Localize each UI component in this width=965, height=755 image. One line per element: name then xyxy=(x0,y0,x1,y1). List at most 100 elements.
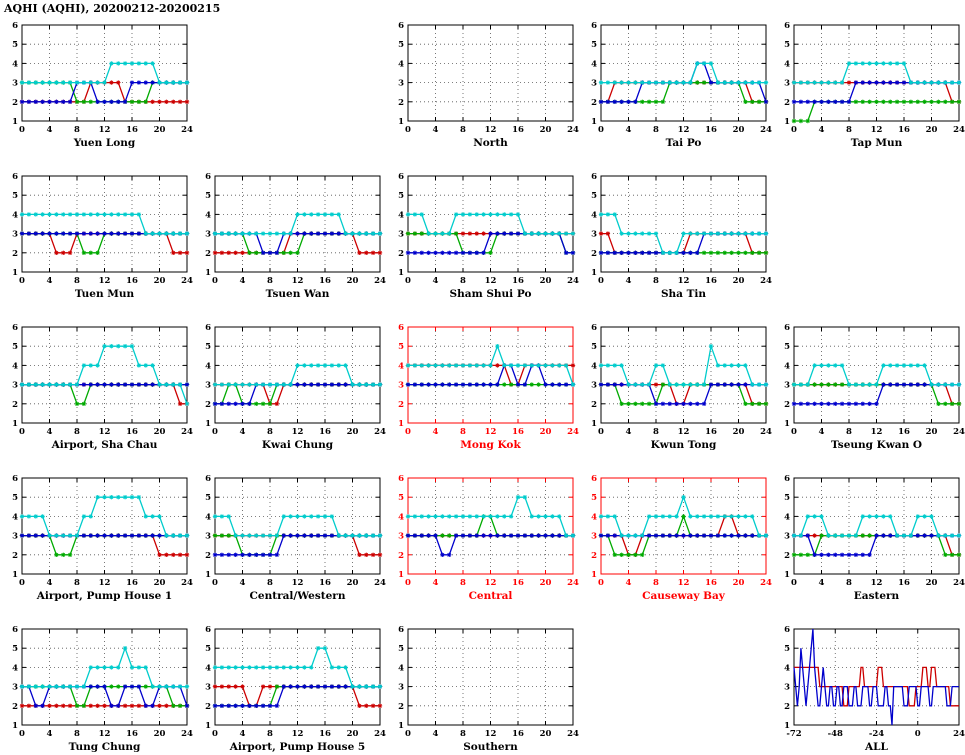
y-tick-label: 1 xyxy=(205,419,211,429)
x-tick-label: 20 xyxy=(926,427,938,437)
x-tick-label: 12 xyxy=(99,578,111,588)
chart-title: Yuen Long xyxy=(73,137,136,149)
chart-central: 0 4 8 12 16 20 24 1 2 3 4 5 6 Central xyxy=(386,453,579,604)
x-tick-label: 0 xyxy=(212,427,218,437)
x-tick-label: 24 xyxy=(181,578,193,588)
x-tick-label: 0 xyxy=(791,427,797,437)
x-tick-label: 16 xyxy=(705,276,717,286)
y-tick-label: 1 xyxy=(398,570,404,580)
x-tick-label: 20 xyxy=(733,578,745,588)
x-tick-label: 8 xyxy=(74,729,80,739)
x-tick-label: 8 xyxy=(460,729,466,739)
x-tick-label: 12 xyxy=(485,729,497,739)
y-tick-label: 1 xyxy=(205,268,211,278)
y-tick-label: 2 xyxy=(784,400,790,410)
x-tick-label: 12 xyxy=(485,427,497,437)
blue-series-markers xyxy=(791,533,962,557)
x-tick-label: 24 xyxy=(374,427,386,437)
x-tick-label: 4 xyxy=(47,578,53,588)
x-tick-label: 24 xyxy=(953,729,965,739)
y-tick-label: 2 xyxy=(12,400,18,410)
x-tick-label: 24 xyxy=(760,125,772,135)
x-tick-label: 4 xyxy=(433,578,439,588)
y-tick-label: 1 xyxy=(205,721,211,731)
chart-title: Airport, Pump House 5 xyxy=(229,741,365,753)
x-tick-label: 16 xyxy=(512,729,524,739)
y-tick-label: 6 xyxy=(784,21,790,31)
chart-title: North xyxy=(473,137,508,149)
x-tick-label: 4 xyxy=(433,125,439,135)
x-tick-label: 4 xyxy=(47,125,53,135)
chart-title: Airport, Sha Chau xyxy=(51,439,158,451)
x-tick-label: 8 xyxy=(267,427,273,437)
y-tick-label: 3 xyxy=(591,381,597,391)
x-tick-label: 16 xyxy=(705,578,717,588)
x-tick-label: 8 xyxy=(267,578,273,588)
cyan-series-markers xyxy=(598,212,769,255)
x-tick-label: 12 xyxy=(871,125,883,135)
y-tick-label: 2 xyxy=(12,98,18,108)
x-tick-label: 8 xyxy=(267,729,273,739)
y-tick-label: 2 xyxy=(784,551,790,561)
x-tick-label: 0 xyxy=(598,125,604,135)
page-title: AQHI (AQHI), 20200212-20200215 xyxy=(4,2,221,15)
y-tick-label: 3 xyxy=(591,79,597,89)
y-tick-label: 5 xyxy=(205,644,211,654)
x-tick-label: 4 xyxy=(47,427,53,437)
y-tick-label: 6 xyxy=(398,172,404,182)
y-tick-label: 5 xyxy=(398,40,404,50)
y-tick-label: 3 xyxy=(12,79,18,89)
x-tick-label: 0 xyxy=(19,125,25,135)
x-tick-label: 24 xyxy=(953,427,965,437)
y-tick-label: 1 xyxy=(12,117,18,127)
x-tick-label: 4 xyxy=(47,729,53,739)
x-tick-label: 12 xyxy=(678,427,690,437)
y-tick-label: 5 xyxy=(784,40,790,50)
x-tick-label: 20 xyxy=(540,578,552,588)
x-tick-label: 24 xyxy=(181,276,193,286)
x-tick-label: 20 xyxy=(540,427,552,437)
y-tick-label: 6 xyxy=(205,172,211,182)
x-tick-label: 20 xyxy=(347,276,359,286)
y-tick-label: 3 xyxy=(12,683,18,693)
y-tick-label: 3 xyxy=(398,230,404,240)
cyan-series-markers xyxy=(791,363,962,387)
x-tick-label: 16 xyxy=(126,729,138,739)
cyan-series-markers xyxy=(212,514,383,538)
y-tick-label: 6 xyxy=(398,474,404,484)
cyan-series-markers xyxy=(19,495,190,538)
x-tick-label: 24 xyxy=(567,125,579,135)
y-tick-label: 5 xyxy=(205,191,211,201)
chart-central-western: 0 4 8 12 16 20 24 1 2 3 4 5 6 Central/Western xyxy=(193,453,386,604)
cyan-series-markers xyxy=(212,646,383,689)
chart-title: ALL xyxy=(864,741,889,753)
y-tick-label: 4 xyxy=(398,210,404,220)
y-tick-label: 1 xyxy=(784,419,790,429)
y-tick-label: 2 xyxy=(591,551,597,561)
y-tick-label: 5 xyxy=(12,493,18,503)
y-tick-label: 3 xyxy=(784,532,790,542)
chart-title: Kwun Tong xyxy=(651,439,717,451)
x-tick-label: 4 xyxy=(240,276,246,286)
x-tick-label: 20 xyxy=(154,276,166,286)
cyan-series-markers xyxy=(19,344,190,406)
x-tick-label: 20 xyxy=(154,125,166,135)
x-tick-label: 12 xyxy=(99,125,111,135)
y-tick-label: 6 xyxy=(12,625,18,635)
y-tick-label: 6 xyxy=(784,474,790,484)
x-tick-label: 8 xyxy=(74,125,80,135)
x-tick-label: 16 xyxy=(705,125,717,135)
x-tick-label: 24 xyxy=(181,427,193,437)
x-tick-label: 12 xyxy=(871,427,883,437)
x-tick-label: 8 xyxy=(460,427,466,437)
x-tick-label: 0 xyxy=(212,578,218,588)
y-tick-label: 5 xyxy=(784,342,790,352)
